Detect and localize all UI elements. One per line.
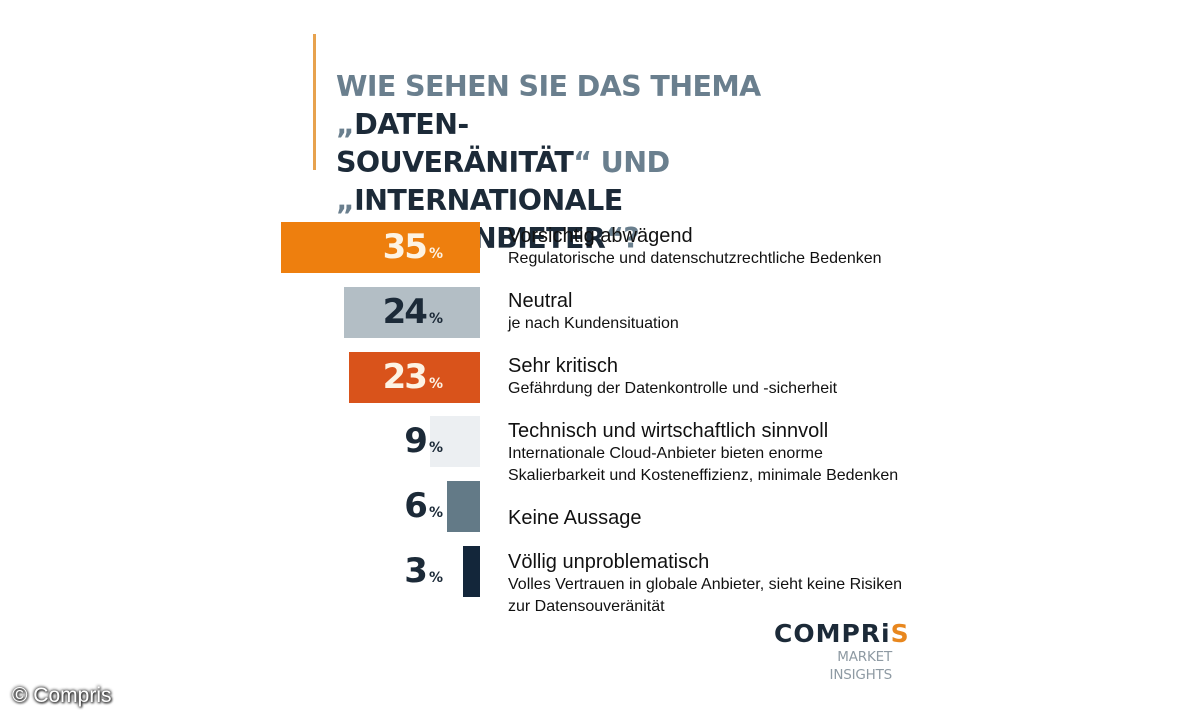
bar-label-main: Völlig unproblematisch <box>508 551 710 573</box>
title-part: Wie sehen Sie das Thema „ <box>336 70 761 141</box>
bar-label-main: Neutral <box>508 290 573 312</box>
bar-value: 3% <box>404 551 443 591</box>
bar <box>349 352 480 403</box>
bar-value: 6% <box>404 486 443 526</box>
logo-brand: COMPRiS <box>774 619 910 648</box>
bar-label-sub: Regulatorische und datenschutzrechtliche… <box>508 250 882 267</box>
title-part: “ und „ <box>336 146 670 217</box>
bar-label-main: Vorsichtig abwägend <box>508 225 693 247</box>
bar-label: Keine Aussage <box>508 506 641 530</box>
bar-label: Sehr kritisch Gefährdung der Datenkontro… <box>508 354 837 400</box>
title-part: “? <box>605 222 640 255</box>
logo-tagline: MARKET INSIGHTS <box>829 649 893 683</box>
bar <box>344 287 480 338</box>
bar-label-main: Sehr kritisch <box>508 355 619 377</box>
bar <box>447 481 480 532</box>
compris-logo: COMPRiS MARKET INSIGHTS <box>774 619 910 684</box>
bar-value: 35% <box>382 227 443 267</box>
bar-label-sub: Volles Vertrauen in globale Anbieter, si… <box>508 576 903 615</box>
bar-label: Völlig unproblematisch Volles Vertrauen … <box>508 550 902 618</box>
bar <box>463 546 480 597</box>
bar-label: Neutral je nach Kundensituation <box>508 289 679 335</box>
bar-label-sub: Internationale Cloud-Anbieter bieten eno… <box>508 445 899 484</box>
chart-title: Wie sehen Sie das Thema „Daten- souverän… <box>336 68 896 258</box>
title-part: souveränität <box>336 146 574 179</box>
bar-label-main: Keine Aussage <box>508 507 642 529</box>
copyright-watermark: © Compris <box>12 684 112 707</box>
bar-label-sub: je nach Kundensituation <box>508 315 679 332</box>
title-part: Daten- <box>354 108 469 141</box>
title-part: Internationale <box>354 184 623 217</box>
bar-label-main: Technisch und wirtschaftlich sinnvoll <box>508 420 829 442</box>
bar-label-sub: Gefährdung der Datenkontrolle und -siche… <box>508 380 838 397</box>
title-accent-line <box>313 34 316 170</box>
bar <box>430 416 480 467</box>
bar <box>281 222 480 273</box>
bar-label: Technisch und wirtschaftlich sinnvoll In… <box>508 419 898 487</box>
bar-label: Vorsichtig abwägend Regulatorische und d… <box>508 224 882 270</box>
bar-value: 9% <box>404 421 443 461</box>
bar-value: 23% <box>382 357 443 397</box>
bar-value: 24% <box>382 292 443 332</box>
